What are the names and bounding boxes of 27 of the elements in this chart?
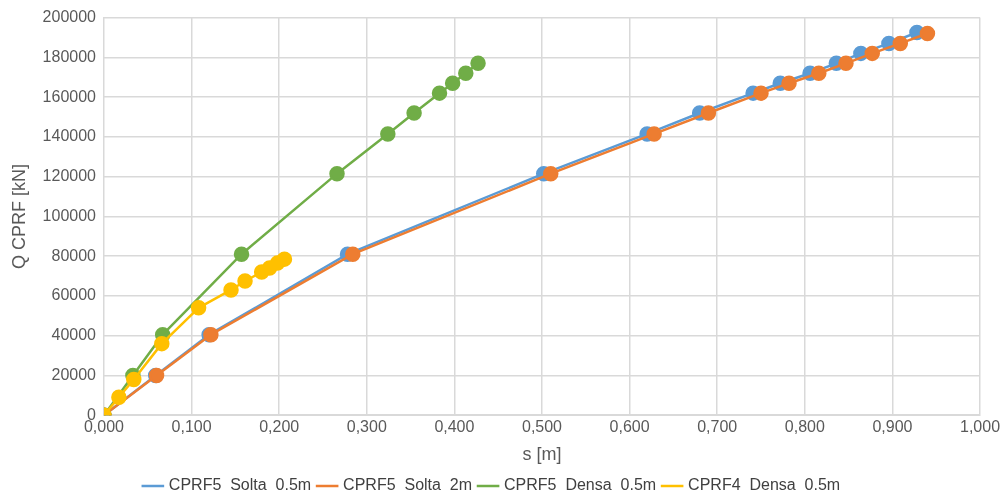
legend-label: CPRF5 Densa 0.5m <box>504 476 657 494</box>
y-tick-label: 40000 <box>51 326 97 344</box>
y-tick-label: 140000 <box>42 127 97 145</box>
x-tick-label: 1,000 <box>959 418 1001 436</box>
x-tick-label: 0,800 <box>784 418 825 436</box>
x-tick-label: 0,100 <box>171 418 212 436</box>
y-tick-label: 80000 <box>51 246 97 264</box>
y-tick-label: 200000 <box>42 8 97 26</box>
legend-label: CPRF5 Solta 2m <box>343 476 473 494</box>
x-tick-label: 0,900 <box>872 418 913 436</box>
y-axis-title: Q CPRF [kN] <box>8 163 29 269</box>
x-axis-title: s [m] <box>522 444 562 465</box>
y-tick-label: 100000 <box>42 206 97 224</box>
x-tick-label: 0,000 <box>83 418 125 436</box>
x-tick-label: 0,700 <box>697 418 738 436</box>
y-tick-label: 160000 <box>42 87 97 105</box>
y-tick-label: 60000 <box>51 286 97 304</box>
x-tick-label: 0,500 <box>521 418 563 436</box>
x-tick-label: 0,200 <box>259 418 300 436</box>
y-tick-label: 120000 <box>42 167 97 185</box>
legend-label: CPRF4 Densa 0.5m <box>688 476 841 494</box>
y-tick-label: 180000 <box>42 47 97 65</box>
x-tick-label: 0,600 <box>609 418 650 436</box>
x-tick-label: 0,300 <box>346 418 387 436</box>
legend-label: CPRF5 Solta 0.5m <box>168 476 312 494</box>
y-tick-label: 20000 <box>51 365 97 383</box>
x-tick-label: 0,400 <box>434 418 475 436</box>
